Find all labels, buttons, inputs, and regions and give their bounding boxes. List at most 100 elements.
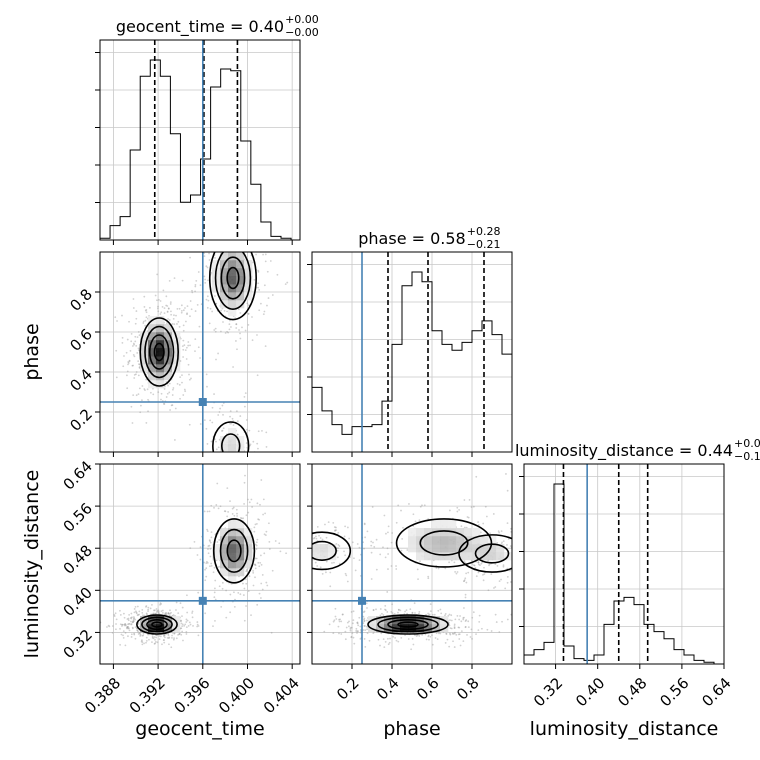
sample-point: [164, 612, 167, 615]
sample-point: [492, 513, 495, 515]
sample-point: [209, 541, 212, 544]
sample-point: [386, 547, 389, 550]
sample-point: [185, 631, 188, 633]
sample-point: [373, 546, 376, 548]
sample-point: [229, 469, 231, 471]
sample-point: [256, 334, 258, 336]
sample-point: [444, 614, 446, 617]
sample-point: [255, 243, 257, 245]
sample-point: [533, 536, 535, 538]
sample-point: [108, 625, 111, 628]
sample-point: [245, 502, 247, 504]
sample-point: [246, 302, 249, 305]
sample-point: [454, 618, 457, 621]
sample-point: [547, 542, 549, 544]
sample-point: [518, 543, 520, 545]
sample-point: [127, 362, 130, 364]
sample-point: [431, 643, 434, 646]
sample-point: [223, 510, 226, 513]
sample-point: [458, 638, 461, 640]
sample-point: [271, 213, 273, 215]
density-cell: [432, 616, 441, 625]
sample-point: [178, 325, 181, 328]
sample-point: [333, 561, 335, 564]
sample-point: [165, 611, 168, 614]
sample-point: [245, 605, 247, 607]
sample-point: [209, 229, 211, 231]
sample-point: [250, 498, 253, 501]
density-cell: [140, 356, 149, 365]
sample-point: [163, 312, 166, 315]
sample-point: [266, 304, 268, 307]
sample-point: [363, 522, 366, 525]
sample-point: [243, 396, 246, 398]
sample-point: [341, 613, 344, 616]
sample-point: [148, 638, 150, 641]
density-cell: [384, 624, 393, 633]
sample-point: [245, 582, 248, 585]
density-cell: [220, 268, 229, 277]
sample-point: [323, 630, 326, 633]
sample-point: [230, 479, 232, 481]
sample-point: [180, 627, 183, 630]
sample-point: [132, 620, 135, 623]
sample-point: [351, 622, 354, 625]
sample-point: [332, 632, 335, 635]
sample-point: [173, 277, 176, 280]
density-cell: [416, 544, 425, 553]
sample-point: [465, 619, 468, 621]
sample-point: [254, 543, 257, 546]
sample-point: [232, 506, 235, 509]
sample-point: [247, 459, 249, 461]
sample-point: [309, 551, 311, 553]
sample-point: [128, 320, 130, 323]
sample-point: [370, 544, 373, 547]
density-cell: [148, 332, 157, 341]
sample-point: [470, 628, 473, 631]
sample-point: [121, 341, 124, 344]
sample-point: [315, 535, 317, 538]
sample-point: [137, 349, 140, 352]
sample-point: [209, 540, 211, 543]
sample-point: [485, 515, 488, 518]
sample-point: [258, 289, 261, 291]
sample-point: [316, 525, 319, 528]
sample-point: [353, 557, 355, 560]
sample-point: [157, 610, 160, 613]
sample-point: [304, 562, 306, 564]
sample-point: [135, 373, 137, 376]
density-cell: [448, 552, 457, 561]
sample-point: [489, 532, 491, 535]
density-cell: [212, 552, 221, 561]
sample-point: [256, 442, 259, 445]
sample-point: [351, 632, 354, 635]
sample-point: [237, 244, 239, 246]
sample-point: [167, 384, 169, 387]
sample-point: [245, 419, 248, 421]
sample-point: [514, 554, 516, 556]
density-cell: [424, 544, 433, 553]
sample-point: [477, 524, 480, 526]
sample-point: [262, 253, 264, 256]
sample-point: [232, 424, 235, 426]
sample-point: [139, 632, 141, 635]
sample-point: [134, 605, 137, 608]
sample-point: [130, 636, 133, 638]
sample-point: [235, 323, 238, 326]
sample-point: [165, 304, 168, 307]
sample-point: [281, 563, 283, 565]
x-tick-label: 0.8: [453, 674, 483, 704]
y-tick-label: 0.6: [66, 325, 96, 355]
density-cell: [236, 260, 245, 269]
sample-point: [244, 473, 246, 475]
sample-point: [386, 591, 389, 593]
y-tick-label: 0.40: [60, 584, 96, 620]
sample-point: [181, 615, 183, 618]
sample-point: [233, 514, 236, 517]
sample-point: [121, 336, 124, 339]
sample-point: [246, 206, 248, 208]
sample-point: [156, 299, 158, 302]
sample-point: [232, 244, 234, 246]
sample-point: [271, 569, 274, 572]
sample-point: [279, 550, 282, 553]
